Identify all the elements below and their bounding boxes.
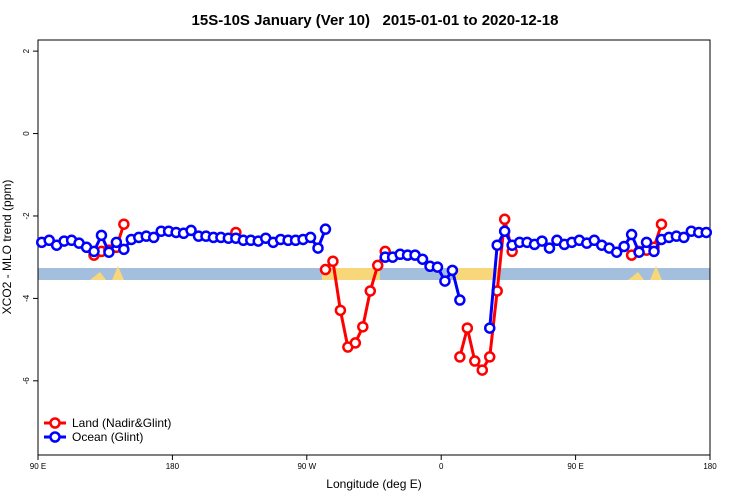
data-point [655,218,668,230]
data-point [648,245,660,258]
data-point [103,246,115,258]
data-point [349,337,362,349]
x-axis-label: Longitude (deg E) [326,477,421,491]
legend-marker [49,431,61,443]
data-point [147,231,160,244]
x-tick-label: 180 [166,462,180,471]
x-tick-label: 180 [703,462,717,471]
data-point [491,239,503,251]
data-point [118,243,130,256]
data-point [371,259,384,272]
x-tick-label: 0 [439,462,444,471]
data-point [319,223,332,235]
plot-frame [37,39,711,456]
y-tick-label: 0 [22,131,31,136]
data-point [334,304,347,317]
data-point [625,228,638,241]
data-point [454,294,466,306]
data-point [454,351,466,363]
data-point [185,224,197,237]
data-point [588,234,601,247]
data-point [364,285,377,297]
data-point [543,242,556,254]
data-point [483,351,496,363]
data-point [483,322,496,334]
legend: Land (Nadir&Glint)Ocean (Glint) [44,416,171,444]
y-tick-label: -6 [22,377,31,385]
land-band [90,272,106,280]
data-point [118,218,130,230]
data-point [319,263,332,276]
land-band [628,272,644,280]
data-point [95,229,108,242]
data-point [618,240,630,253]
land-band [455,268,500,280]
data-point [498,213,511,226]
x-tick-label: 90 W [297,462,316,471]
data-point [439,275,451,287]
data-point [498,225,511,237]
y-tick-label: -4 [22,294,31,302]
legend-marker [49,417,61,429]
data-point [312,242,324,254]
data-point [43,234,55,247]
x-tick-label: 90 E [30,462,46,471]
data-point [304,231,317,244]
data-point [678,231,690,244]
legend-label: Ocean (Glint) [72,430,143,444]
data-point [446,264,459,277]
y-tick-label: 2 [22,48,31,53]
x-tick-label: 90 E [567,462,583,471]
y-axis-label: XCO2 - MLO trend (ppm) [0,180,14,315]
data-point [431,261,444,273]
data-point [416,253,429,265]
land-band [112,266,124,280]
data-point [476,364,489,376]
data-point [610,246,623,258]
land-band [650,266,662,280]
data-point [633,246,645,258]
data-point [327,255,339,268]
data-point [357,321,369,333]
data-point [640,236,653,249]
data-point [461,322,474,334]
data-point [110,236,123,249]
data-point [88,245,100,258]
chart-title: 15S-10S January (Ver 10) 2015-01-01 to 2… [192,12,559,29]
y-tick-label: -2 [22,212,31,220]
data-point [469,355,481,367]
data-point [700,226,713,239]
series [35,223,713,334]
data-point [536,235,548,247]
legend-label: Land (Nadir&Glint) [72,416,171,430]
